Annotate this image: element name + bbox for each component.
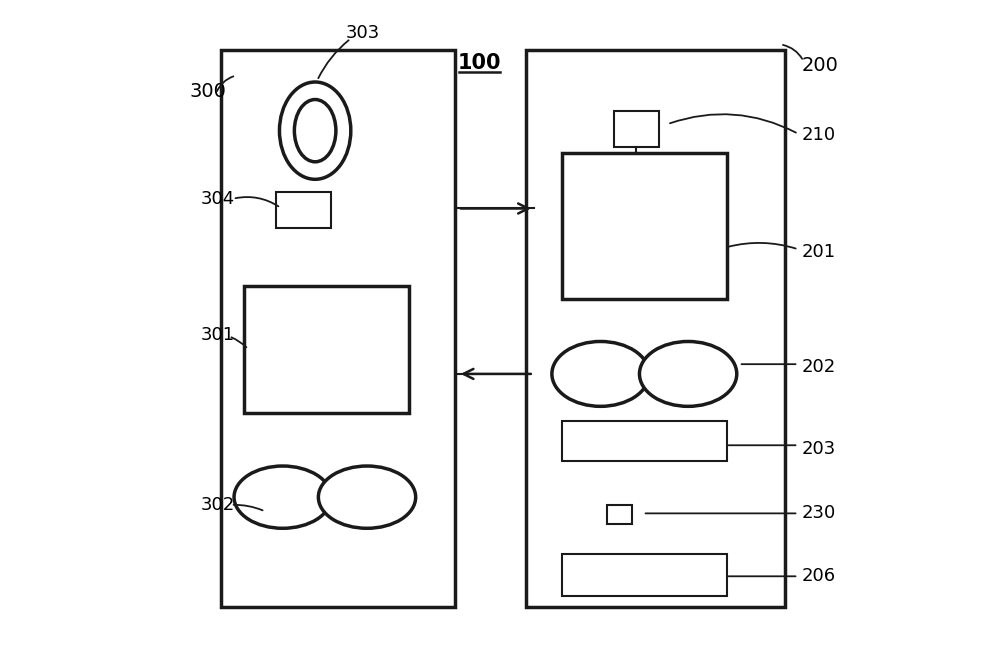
Bar — [607, 505, 632, 524]
Bar — [562, 420, 727, 461]
Bar — [562, 555, 727, 597]
Ellipse shape — [279, 82, 351, 179]
Text: 230: 230 — [802, 505, 836, 522]
Text: 210: 210 — [802, 126, 836, 144]
Text: 203: 203 — [802, 440, 836, 457]
Bar — [562, 153, 727, 300]
Ellipse shape — [294, 99, 336, 162]
Text: 301: 301 — [200, 326, 234, 344]
Bar — [221, 49, 455, 608]
Text: 300: 300 — [190, 82, 227, 101]
Text: 200: 200 — [802, 57, 839, 76]
Ellipse shape — [639, 342, 737, 406]
Text: 100: 100 — [457, 53, 501, 72]
Text: 202: 202 — [802, 359, 836, 376]
Bar — [614, 111, 659, 147]
Ellipse shape — [552, 342, 649, 406]
Text: 206: 206 — [802, 567, 836, 585]
Text: 304: 304 — [200, 190, 235, 208]
Text: 201: 201 — [802, 243, 836, 261]
Ellipse shape — [234, 466, 331, 528]
Bar — [526, 49, 785, 608]
Ellipse shape — [318, 466, 416, 528]
Bar — [244, 286, 409, 413]
Text: 302: 302 — [200, 496, 235, 514]
Text: 303: 303 — [345, 24, 380, 42]
Bar — [276, 193, 331, 228]
